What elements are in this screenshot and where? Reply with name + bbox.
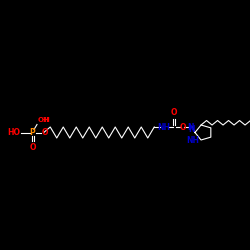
Text: H: H (43, 117, 49, 123)
Text: O: O (170, 108, 177, 117)
Text: O: O (41, 128, 48, 137)
Text: P: P (30, 128, 36, 137)
Text: O: O (29, 143, 36, 152)
Text: NH: NH (157, 122, 170, 132)
Text: HO: HO (8, 128, 20, 137)
Text: OH: OH (38, 117, 50, 123)
Text: O: O (179, 122, 186, 132)
Text: N: N (187, 122, 193, 132)
Text: NH: NH (186, 136, 200, 145)
Text: N: N (189, 125, 195, 134)
